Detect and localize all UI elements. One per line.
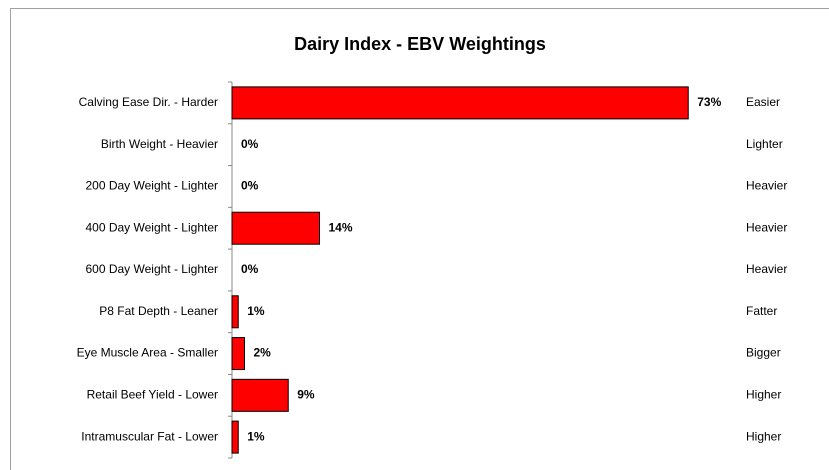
category-label: 400 Day Weight - Lighter	[85, 220, 218, 234]
category-label: Birth Weight - Heavier	[101, 137, 218, 151]
right-label: Lighter	[746, 137, 783, 151]
category-label: 200 Day Weight - Lighter	[85, 179, 218, 193]
bar	[231, 295, 239, 329]
data-label: 0%	[241, 137, 259, 151]
data-label: 9%	[297, 388, 315, 402]
category-label: Intramuscular Fat - Lower	[81, 429, 218, 443]
right-label: Higher	[746, 388, 781, 402]
category-label: 600 Day Weight - Lighter	[85, 262, 218, 276]
chart-title: Dairy Index - EBV Weightings	[294, 34, 546, 54]
right-label: Heavier	[746, 262, 787, 276]
right-label: Easier	[746, 95, 780, 109]
category-label: Eye Muscle Area - Smaller	[77, 346, 218, 360]
data-label: 1%	[247, 304, 265, 318]
category-label: Calving Ease Dir. - Harder	[79, 95, 218, 109]
data-label: 14%	[329, 220, 353, 234]
category-label: P8 Fat Depth - Leaner	[99, 304, 218, 318]
data-label: 2%	[254, 346, 272, 360]
bar	[231, 337, 245, 371]
right-label: Bigger	[746, 346, 781, 360]
bar	[231, 211, 320, 245]
data-label: 1%	[247, 429, 265, 443]
right-label: Fatter	[746, 304, 777, 318]
bar	[231, 378, 289, 412]
chart-frame	[10, 8, 829, 470]
right-label: Heavier	[746, 179, 787, 193]
data-label: 73%	[697, 95, 721, 109]
data-label: 0%	[241, 179, 259, 193]
right-label: Heavier	[746, 220, 787, 234]
bar	[231, 86, 689, 120]
category-label: Retail Beef Yield - Lower	[87, 388, 218, 402]
bar	[231, 420, 239, 454]
right-label: Higher	[746, 429, 781, 443]
data-label: 0%	[241, 262, 259, 276]
